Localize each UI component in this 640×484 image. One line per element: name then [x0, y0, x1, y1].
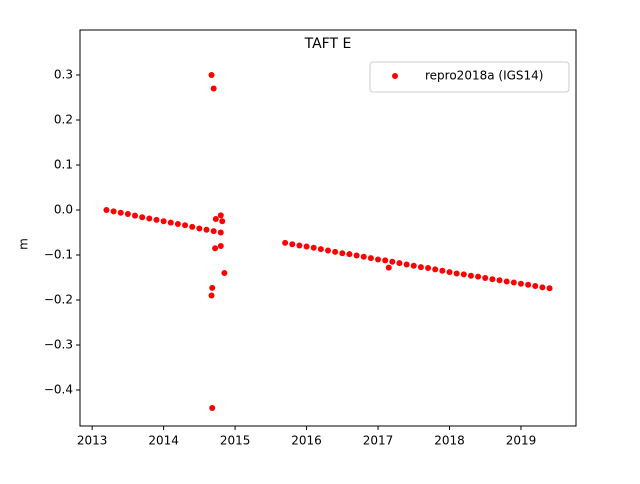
data-point: [385, 264, 392, 271]
data-point: [217, 243, 224, 249]
data-point: [289, 241, 296, 248]
data-point: [196, 225, 203, 232]
data-point: [332, 248, 339, 255]
data-point: [110, 208, 117, 215]
y-tick-label: −0.3: [44, 338, 73, 352]
data-point: [475, 273, 482, 280]
data-point: [160, 218, 167, 225]
data-point: [189, 223, 196, 230]
data-point: [182, 222, 189, 229]
data-point: [546, 285, 553, 292]
x-tick-label: 2017: [363, 434, 394, 448]
legend-box: [369, 61, 570, 93]
data-point: [432, 266, 439, 273]
data-point: [410, 262, 417, 269]
data-point: [503, 278, 510, 285]
data-point: [282, 239, 289, 246]
y-tick-label: −0.2: [44, 293, 73, 307]
data-point: [346, 251, 353, 258]
data-point: [217, 212, 224, 219]
data-point: [453, 270, 460, 277]
data-point: [417, 264, 424, 271]
data-point: [396, 260, 403, 267]
data-point: [482, 274, 489, 281]
y-tick-label: 0.2: [54, 113, 73, 127]
plot-frame: [79, 29, 577, 427]
data-point: [467, 272, 474, 279]
x-tick-label: 2016: [291, 434, 322, 448]
data-point: [117, 209, 124, 216]
data-point: [425, 265, 432, 272]
data-point: [389, 258, 396, 265]
data-point: [296, 242, 303, 249]
data-point: [517, 280, 524, 287]
x-tick-label: 2013: [77, 434, 108, 448]
data-point: [212, 245, 219, 252]
legend-label: repro2018a (IGS14): [425, 69, 543, 83]
y-tick-label: 0.0: [54, 203, 73, 217]
data-point: [210, 228, 217, 235]
data-point: [317, 246, 324, 253]
data-point: [325, 247, 331, 254]
data-point: [382, 257, 389, 264]
data-point: [208, 292, 215, 299]
data-point: [212, 216, 219, 222]
data-point: [146, 215, 153, 222]
data-point: [446, 269, 453, 276]
data-point: [525, 281, 532, 288]
y-tick-label: −0.4: [44, 383, 73, 397]
data-point: [510, 279, 517, 286]
y-tick-label: 0.1: [54, 158, 73, 172]
data-point: [310, 244, 317, 251]
data-point: [460, 271, 467, 278]
data-point: [210, 85, 217, 92]
data-point: [219, 218, 226, 225]
x-tick-label: 2019: [506, 434, 537, 448]
data-point: [496, 277, 503, 284]
x-tick-label: 2018: [434, 434, 465, 448]
data-point: [339, 250, 346, 257]
data-point: [375, 256, 382, 263]
data-point: [103, 207, 110, 213]
data-point: [367, 255, 374, 262]
data-point: [221, 270, 228, 276]
legend-marker: [392, 73, 398, 79]
data-point: [303, 243, 310, 250]
data-point: [208, 72, 215, 78]
y-tick-label: −0.1: [44, 248, 73, 262]
data-point: [203, 226, 210, 233]
y-axis-label: m: [17, 238, 31, 250]
data-point: [124, 211, 131, 218]
x-tick-label: 2015: [220, 434, 251, 448]
data-point: [209, 284, 216, 291]
data-point: [139, 214, 146, 221]
data-point: [489, 276, 496, 283]
data-point: [532, 283, 539, 290]
y-tick-label: 0.3: [54, 68, 73, 82]
data-point: [167, 219, 174, 226]
data-point: [174, 220, 181, 227]
data-point: [353, 252, 360, 259]
data-point: [132, 212, 139, 219]
data-point: [209, 405, 216, 411]
data-point: [217, 229, 224, 236]
x-tick-label: 2014: [148, 434, 179, 448]
data-point: [439, 267, 446, 274]
chart-title: TAFT E: [304, 36, 352, 52]
data-point: [539, 284, 546, 291]
data-point: [403, 261, 410, 268]
data-point: [153, 216, 160, 223]
data-point: [360, 253, 367, 260]
